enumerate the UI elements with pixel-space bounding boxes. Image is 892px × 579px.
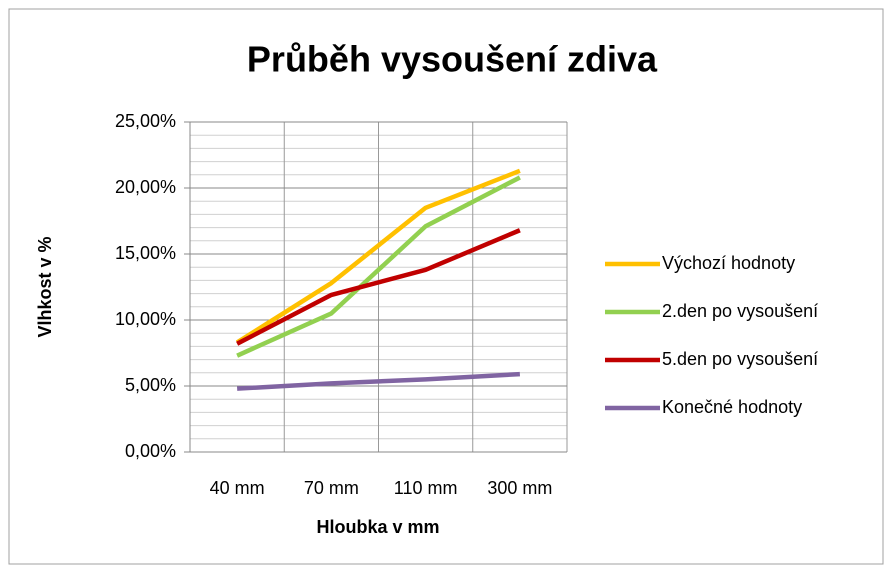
legend-label: Konečné hodnoty [662,397,802,417]
y-axis-title: Vlhkost v % [35,236,55,337]
x-tick-label: 300 mm [487,478,552,498]
legend-label: Výchozí hodnoty [662,253,795,273]
y-tick-label: 25,00% [115,111,176,131]
y-tick-label: 10,00% [115,309,176,329]
y-tick-label: 0,00% [125,441,176,461]
x-tick-label: 70 mm [304,478,359,498]
series-line [236,371,521,391]
y-tick-label: 15,00% [115,243,176,263]
chart-title: Průběh vysoušení zdiva [247,39,658,80]
x-tick-label: 40 mm [210,478,265,498]
y-tick-label: 5,00% [125,375,176,395]
series-line [236,175,521,358]
x-axis-title: Hloubka v mm [316,517,439,537]
legend-label: 2.den po vysoušení [662,301,818,321]
x-tick-label: 110 mm [394,478,458,498]
series-line [236,228,521,346]
chart-border [8,8,884,565]
legend-label: 5.den po vysoušení [662,349,818,369]
series-line [235,168,521,345]
y-tick-label: 20,00% [115,177,176,197]
